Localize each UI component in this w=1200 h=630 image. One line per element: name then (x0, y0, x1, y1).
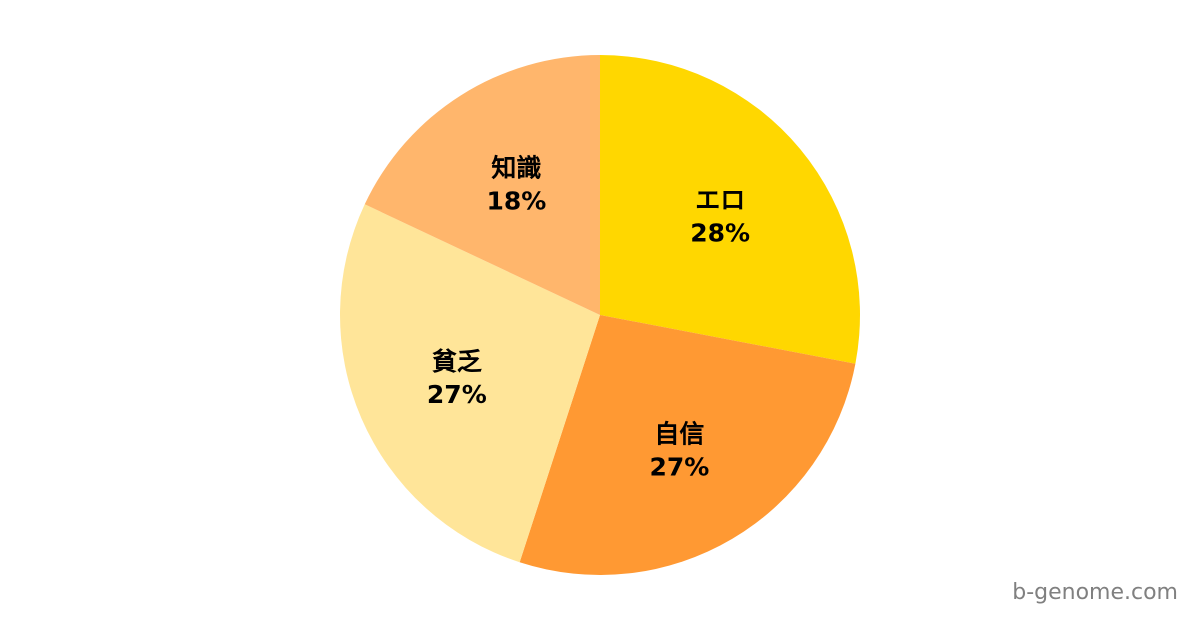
slice-percent-label: 27% (649, 452, 709, 481)
pie-slice (519, 315, 856, 576)
slice-percent-label: 18% (486, 186, 546, 215)
pie-slice (364, 55, 600, 315)
pie-slice (600, 55, 861, 364)
pie-slice (339, 204, 600, 563)
slice-label: 知識 (491, 153, 541, 182)
watermark: b-genome.com (1012, 580, 1178, 605)
slice-percent-label: 27% (427, 380, 487, 409)
slice-percent-label: 28% (690, 219, 750, 248)
slice-label: 自信 (654, 419, 704, 448)
slice-label: エロ (695, 186, 745, 215)
slice-label: 貧乏 (432, 347, 482, 376)
